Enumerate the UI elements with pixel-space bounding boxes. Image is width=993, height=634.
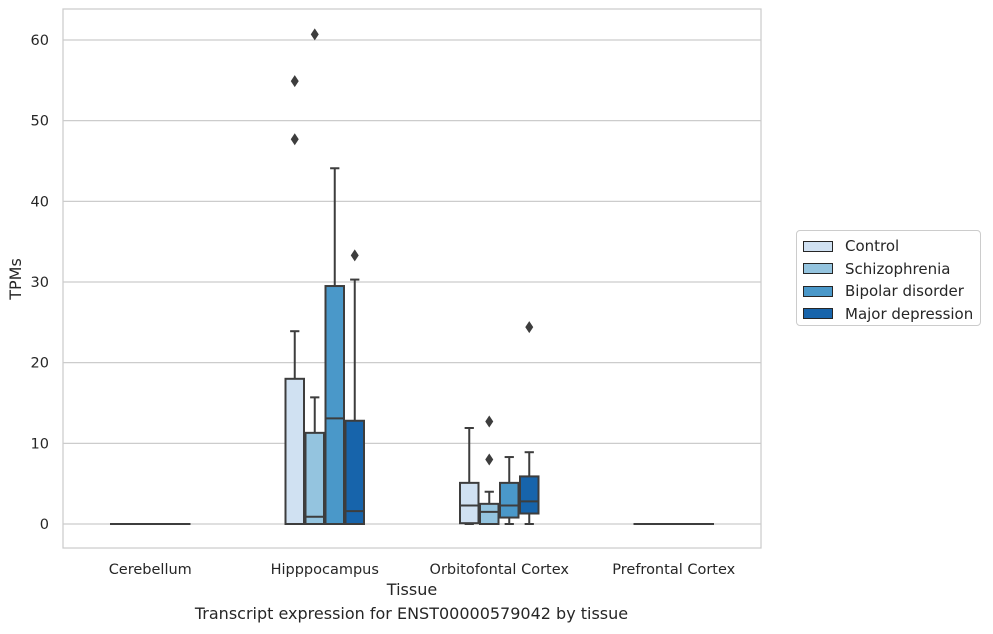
- outlier-point-1: [485, 415, 494, 428]
- chart-caption: Transcript expression for ENST0000057904…: [194, 604, 629, 623]
- y-axis-label: TPMs: [6, 258, 25, 301]
- x-axis-label: Tissue: [386, 580, 437, 599]
- legend-label-schizophrenia: Schizophrenia: [845, 259, 951, 278]
- legend-label-control: Control: [845, 237, 900, 256]
- box: [519, 475, 540, 515]
- y-tick-labels: 0 10 20 30 40 50 60: [31, 33, 49, 533]
- box: [499, 481, 520, 519]
- legend-label-major-depression: Major depression: [845, 304, 974, 323]
- box: [304, 431, 325, 526]
- box: [324, 285, 345, 525]
- x-tick-labels: Cerebellum Hipppocampus Orbitofontal Corte…: [109, 562, 736, 578]
- box-group-8: [459, 427, 480, 525]
- box-group-9: [479, 415, 500, 526]
- legend-swatch-bipolar-disorder: [803, 285, 833, 297]
- box-group-4: [284, 75, 305, 525]
- plot-area-frame: [62, 8, 762, 549]
- y-tick-label-10: 10: [31, 436, 49, 452]
- x-tick-label-2: Orbitofontal Cortex: [430, 562, 570, 578]
- grid-lines: [63, 39, 761, 525]
- box-group-6: [324, 167, 345, 525]
- box: [459, 481, 480, 525]
- x-tick-label-1: Hipppocampus: [271, 562, 379, 578]
- box-marks: [110, 28, 714, 526]
- outlier-point-0: [310, 28, 319, 41]
- y-tick-label-50: 50: [31, 114, 49, 130]
- box-group-11: [519, 321, 540, 525]
- y-tick-label-20: 20: [31, 356, 49, 372]
- y-tick-label-40: 40: [31, 194, 49, 210]
- y-tick-label-60: 60: [31, 33, 49, 49]
- legend-swatch-control: [803, 240, 833, 252]
- legend-swatch-major-depression: [803, 308, 833, 320]
- outlier-point-0: [525, 321, 534, 334]
- box: [479, 502, 500, 526]
- box: [344, 419, 365, 526]
- box-group-7: [344, 249, 365, 526]
- legend-swatch-schizophrenia: [803, 263, 833, 275]
- y-tick-label-0: 0: [40, 517, 49, 533]
- legend-item-control: Control: [803, 235, 974, 258]
- legend: Control Schizophrenia Bipolar disorder M…: [796, 230, 981, 326]
- box-group-10: [499, 456, 520, 525]
- box-group-5: [304, 28, 325, 526]
- legend-item-schizophrenia: Schizophrenia: [803, 258, 974, 281]
- outlier-point-0: [485, 453, 494, 466]
- y-tick-label-30: 30: [31, 275, 49, 291]
- box: [284, 377, 305, 525]
- x-tick-label-3: Prefrontal Cortex: [612, 562, 735, 578]
- legend-item-major-depression: Major depression: [803, 303, 974, 326]
- outlier-point-1: [290, 75, 299, 88]
- outlier-point-0: [290, 133, 299, 146]
- legend-label-bipolar-disorder: Bipolar disorder: [845, 282, 964, 301]
- legend-item-bipolar-disorder: Bipolar disorder: [803, 280, 974, 303]
- outlier-point-0: [350, 249, 359, 262]
- x-tick-label-0: Cerebellum: [109, 562, 192, 578]
